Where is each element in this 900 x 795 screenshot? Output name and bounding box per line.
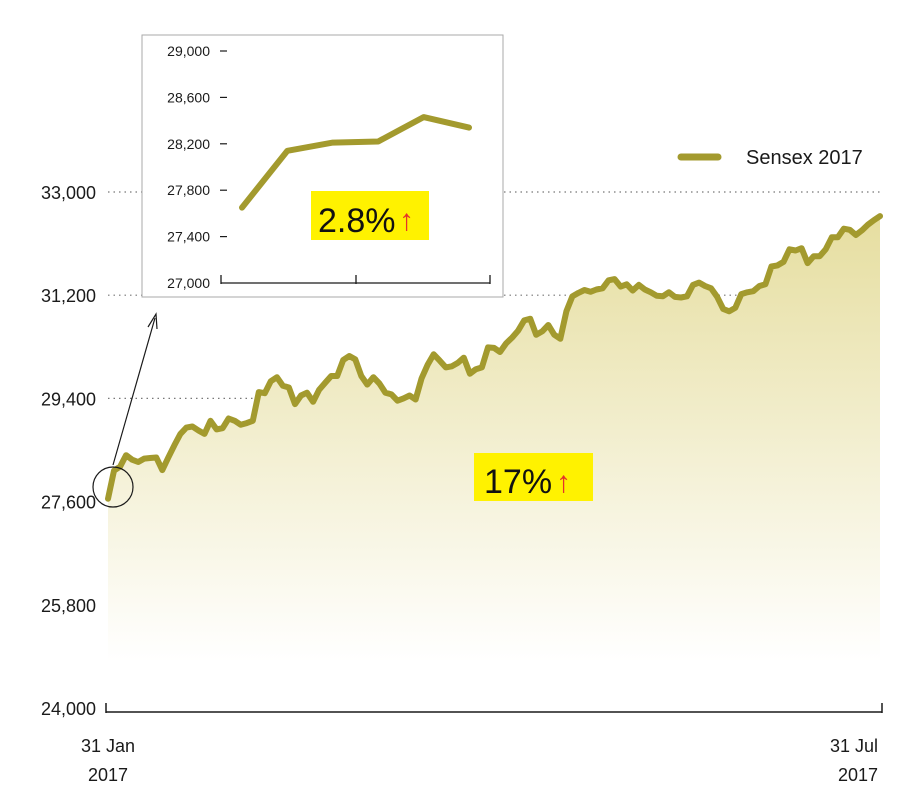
inset-badge-value: 2.8% bbox=[318, 202, 396, 240]
main-y-tick-labels: 24,000 25,800 27,600 29,400 31,200 33,000 bbox=[41, 183, 96, 719]
main-series-line bbox=[105, 213, 883, 502]
main-x-axis: 31 Jan 2017 31 Jul 2017 bbox=[81, 703, 883, 785]
y-tick-label-2: 27,600 bbox=[41, 493, 96, 513]
inset-y-tick-label-5: 29,000 bbox=[167, 43, 210, 59]
x-tick-label-1: 31 Jul 2017 bbox=[830, 736, 878, 785]
x-tick-label-0: 31 Jan 2017 bbox=[81, 736, 135, 785]
inset-y-tick-label-4: 28,600 bbox=[167, 89, 210, 105]
y-tick-label-4: 31,200 bbox=[41, 286, 96, 306]
inset-x-axis bbox=[220, 275, 491, 284]
zoom-callout bbox=[92, 312, 158, 508]
legend: Sensex 2017 bbox=[677, 147, 863, 169]
inset-chart: 27,000 27,400 27,800 28,200 28,600 29,000 2.8… bbox=[141, 34, 504, 298]
inset-badge-background bbox=[311, 191, 429, 240]
main-badge-value: 17% bbox=[484, 463, 552, 501]
legend-label: Sensex 2017 bbox=[746, 147, 863, 169]
inset-frame bbox=[141, 34, 504, 298]
inset-change-badge: 2.8% ↑ bbox=[311, 191, 429, 240]
inset-y-tick-label-2: 27,800 bbox=[167, 182, 210, 198]
y-tick-label-5: 33,000 bbox=[41, 183, 96, 203]
main-change-badge: 17% ↑ bbox=[474, 453, 593, 501]
inset-y-tick-labels: 27,000 27,400 27,800 28,200 28,600 29,000 bbox=[167, 43, 227, 291]
zoom-pointer-line bbox=[112, 317, 156, 466]
zoom-circle bbox=[92, 466, 134, 508]
inset-badge-arrow: ↑ bbox=[399, 204, 414, 237]
main-area-fill bbox=[108, 216, 880, 662]
main-badge-background bbox=[474, 453, 593, 501]
y-tick-label-0: 24,000 bbox=[41, 699, 96, 719]
inset-y-tick-label-0: 27,000 bbox=[167, 275, 210, 291]
inset-series-line bbox=[239, 114, 472, 211]
inset-y-tick-label-1: 27,400 bbox=[167, 229, 210, 245]
y-tick-label-1: 25,800 bbox=[41, 596, 96, 616]
inset-y-tick-label-3: 28,200 bbox=[167, 136, 210, 152]
zoom-pointer-arrowhead bbox=[147, 312, 158, 330]
y-tick-label-3: 29,400 bbox=[41, 389, 96, 409]
main-badge-arrow: ↑ bbox=[556, 466, 571, 499]
